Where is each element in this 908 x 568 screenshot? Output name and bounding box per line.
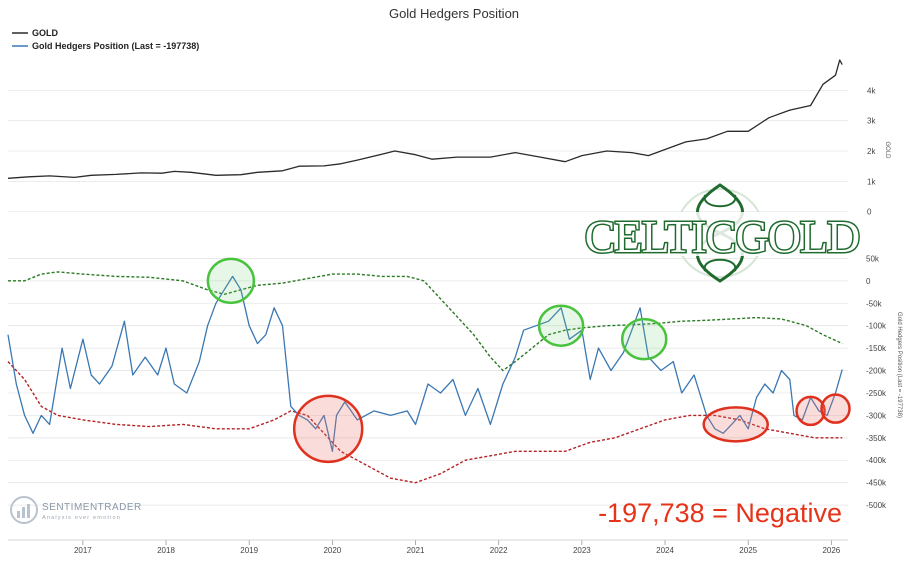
highlight-circles xyxy=(206,257,851,464)
y-axis-title-hedgers: Gold Hedgers Position (Last = -197738) xyxy=(896,312,902,418)
highlight-circle-red xyxy=(820,393,851,424)
highlight-circle-green xyxy=(206,257,256,305)
series-gold-line xyxy=(7,59,843,179)
y-tick-label-hedgers: 50k xyxy=(866,254,880,263)
series-lower-band-line xyxy=(7,361,843,484)
y-axis-hedgers: 50k 0 -50k -100k -150k -200k -250k -300k -350k -4… xyxy=(866,254,887,510)
x-axis: 2017 2018 2019 2020 2021 2022 2023 2024 2025 2026 xyxy=(8,539,848,555)
y-tick-label-gold: 4k xyxy=(867,86,876,95)
logo-text: CELTICGOLD xyxy=(585,211,860,262)
y-tick-label-gold: 0 xyxy=(867,208,872,217)
y-tick-label-hedgers: -50k xyxy=(866,299,883,308)
watermark-subtitle: Analysis over emotion xyxy=(42,515,121,521)
sentimentrader-logo-icon xyxy=(10,496,38,524)
legend-label-hedgers: Gold Hedgers Position (Last = -197738) xyxy=(32,41,199,51)
x-tick-label: 2025 xyxy=(739,546,757,555)
highlight-circle-red xyxy=(795,395,826,427)
x-tick-label: 2018 xyxy=(157,546,175,555)
celticgold-logo: CELTICGOLD xyxy=(583,183,862,283)
y-tick-label-hedgers: -100k xyxy=(866,322,887,331)
y-tick-label-hedgers: -250k xyxy=(866,389,887,398)
sentimentrader-watermark: SENTIMENTRADER Analysis over emotion xyxy=(10,496,142,524)
y-tick-label-hedgers: -150k xyxy=(866,344,887,353)
x-tick-label: 2024 xyxy=(656,546,674,555)
chart-title: Gold Hedgers Position xyxy=(389,6,519,21)
plot-area xyxy=(7,59,843,484)
highlight-circle-green xyxy=(537,304,585,347)
gridlines xyxy=(8,89,848,506)
series-upper-band-line xyxy=(8,271,843,372)
y-axis-gold: 0 1k 2k 3k 4k xyxy=(867,86,876,216)
legend-label-gold: GOLD xyxy=(32,28,58,38)
watermark-name: SENTIMENTRADER xyxy=(42,502,142,513)
highlight-circle-red xyxy=(292,394,364,464)
y-tick-label-gold: 1k xyxy=(867,177,876,186)
x-tick-label: 2020 xyxy=(323,546,341,555)
y-tick-label-hedgers: 0 xyxy=(866,277,871,286)
y-tick-label-hedgers: -400k xyxy=(866,456,887,465)
x-tick-label: 2021 xyxy=(407,546,425,555)
highlight-circle-red xyxy=(702,406,769,443)
x-tick-label: 2026 xyxy=(822,546,840,555)
x-tick-label: 2022 xyxy=(490,546,508,555)
y-tick-label-hedgers: -300k xyxy=(866,411,887,420)
x-tick-label: 2019 xyxy=(240,546,258,555)
legend: GOLD Gold Hedgers Position (Last = -1977… xyxy=(12,28,199,51)
negative-annotation: -197,738 = Negative xyxy=(598,498,842,528)
x-tick-label: 2023 xyxy=(573,546,591,555)
x-tick-label: 2017 xyxy=(74,546,92,555)
highlight-circle-green xyxy=(620,317,668,361)
y-tick-label-hedgers: -500k xyxy=(866,501,887,510)
series-hedgers-line xyxy=(7,275,843,452)
y-tick-label-hedgers: -350k xyxy=(866,434,887,443)
y-tick-label-hedgers: -200k xyxy=(866,367,887,376)
y-tick-label-gold: 3k xyxy=(867,117,876,126)
y-tick-label-gold: 2k xyxy=(867,147,876,156)
y-axis-title-gold: GOLD xyxy=(884,141,890,159)
y-tick-label-hedgers: -450k xyxy=(866,479,887,488)
